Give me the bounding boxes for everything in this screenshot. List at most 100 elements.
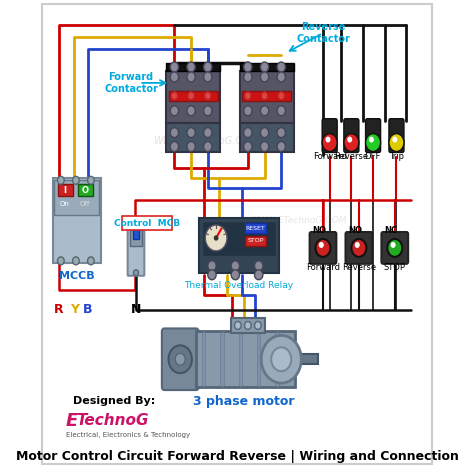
Circle shape xyxy=(187,72,195,82)
Circle shape xyxy=(170,128,179,138)
Text: Trip: Trip xyxy=(389,152,404,161)
Text: Forward
Contactor: Forward Contactor xyxy=(104,72,158,94)
Circle shape xyxy=(204,128,212,138)
FancyBboxPatch shape xyxy=(344,119,359,153)
Circle shape xyxy=(244,128,252,138)
Circle shape xyxy=(244,141,252,152)
Circle shape xyxy=(392,137,397,143)
FancyBboxPatch shape xyxy=(128,219,145,276)
Circle shape xyxy=(187,62,195,72)
Text: NO: NO xyxy=(312,226,326,234)
FancyBboxPatch shape xyxy=(346,232,372,264)
Bar xyxy=(53,178,101,263)
Circle shape xyxy=(277,141,285,152)
Circle shape xyxy=(204,72,212,82)
Circle shape xyxy=(187,141,195,152)
Text: Designed By:: Designed By: xyxy=(73,396,155,406)
Circle shape xyxy=(88,176,94,184)
Circle shape xyxy=(319,242,324,248)
Circle shape xyxy=(347,137,352,143)
Circle shape xyxy=(260,106,269,116)
Text: WWW. ETechnoG.COM: WWW. ETechnoG.COM xyxy=(190,349,298,359)
Text: STOP: STOP xyxy=(384,263,406,272)
FancyBboxPatch shape xyxy=(382,232,408,264)
Text: Y: Y xyxy=(70,303,79,316)
Circle shape xyxy=(134,219,138,225)
Text: Reverse: Reverse xyxy=(342,263,376,272)
Circle shape xyxy=(73,257,79,265)
Circle shape xyxy=(235,322,241,329)
Circle shape xyxy=(169,345,192,373)
Bar xyxy=(202,331,205,387)
Circle shape xyxy=(134,270,138,276)
Circle shape xyxy=(170,141,179,152)
Circle shape xyxy=(261,92,268,100)
Text: Forward: Forward xyxy=(313,152,346,161)
Bar xyxy=(166,71,220,123)
Circle shape xyxy=(326,137,330,143)
Text: Reverse
Contactor: Reverse Contactor xyxy=(296,22,350,44)
Circle shape xyxy=(208,270,216,280)
Text: 3 phase motor: 3 phase motor xyxy=(193,395,294,408)
Circle shape xyxy=(204,141,212,152)
Circle shape xyxy=(204,62,212,72)
Circle shape xyxy=(73,176,79,184)
Text: N: N xyxy=(131,303,141,316)
Circle shape xyxy=(204,92,211,100)
Bar xyxy=(166,63,220,71)
Circle shape xyxy=(244,72,252,82)
FancyBboxPatch shape xyxy=(322,119,337,153)
Text: Thermal Overload Relay: Thermal Overload Relay xyxy=(184,281,293,290)
Bar xyxy=(239,71,294,123)
Circle shape xyxy=(170,72,179,82)
Circle shape xyxy=(387,239,402,257)
Circle shape xyxy=(391,242,396,248)
Circle shape xyxy=(255,270,263,280)
Circle shape xyxy=(244,106,252,116)
Circle shape xyxy=(389,133,404,152)
Circle shape xyxy=(88,257,94,265)
Bar xyxy=(57,184,73,196)
Bar xyxy=(166,123,220,153)
Bar xyxy=(257,331,260,387)
Circle shape xyxy=(260,62,269,72)
Bar xyxy=(239,63,294,71)
Bar xyxy=(301,354,318,364)
Text: Electrical, Electronics & Technology: Electrical, Electronics & Technology xyxy=(66,432,190,438)
Circle shape xyxy=(261,336,301,383)
Circle shape xyxy=(277,72,285,82)
FancyBboxPatch shape xyxy=(310,232,337,264)
FancyBboxPatch shape xyxy=(365,119,381,153)
Text: I: I xyxy=(64,186,66,195)
Circle shape xyxy=(245,92,251,100)
Text: WWW.ETechnoG.COM: WWW.ETechnoG.COM xyxy=(154,136,259,146)
Bar xyxy=(220,331,224,387)
Circle shape xyxy=(188,92,194,100)
Circle shape xyxy=(351,239,366,257)
Bar xyxy=(275,331,279,387)
Text: Forward: Forward xyxy=(306,263,340,272)
Circle shape xyxy=(187,106,195,116)
FancyBboxPatch shape xyxy=(162,329,199,390)
Text: Motor Control Circuit Forward Reverse | Wiring and Connection: Motor Control Circuit Forward Reverse | … xyxy=(16,450,458,463)
Bar xyxy=(246,236,266,246)
Circle shape xyxy=(277,128,285,138)
Circle shape xyxy=(204,106,212,116)
Text: OFF: OFF xyxy=(365,152,381,161)
Bar xyxy=(54,180,99,215)
Circle shape xyxy=(277,106,285,116)
Circle shape xyxy=(171,92,178,100)
Text: MCCB: MCCB xyxy=(59,271,94,281)
Circle shape xyxy=(231,270,239,280)
Circle shape xyxy=(205,225,227,251)
Circle shape xyxy=(316,239,330,257)
Circle shape xyxy=(244,62,252,72)
Circle shape xyxy=(208,261,216,271)
Circle shape xyxy=(57,176,64,184)
Text: R: R xyxy=(55,303,64,316)
Text: O: O xyxy=(82,186,89,195)
Circle shape xyxy=(355,242,360,248)
Text: Reverse: Reverse xyxy=(334,152,368,161)
Circle shape xyxy=(245,322,251,329)
Text: TechnoG: TechnoG xyxy=(76,413,148,428)
